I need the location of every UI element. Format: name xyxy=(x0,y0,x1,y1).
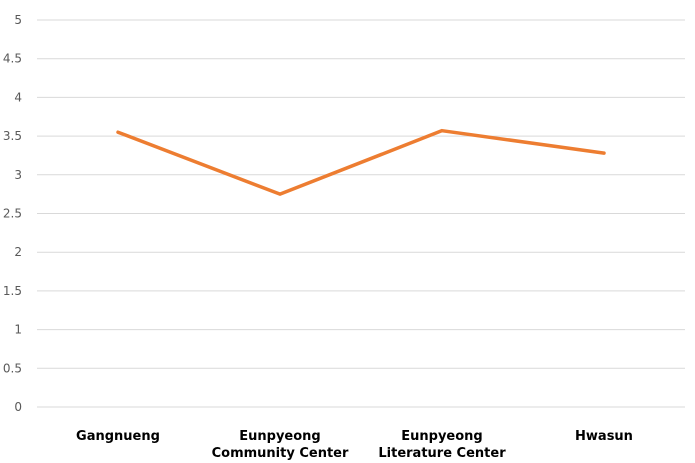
y-tick-label: 5 xyxy=(14,13,22,27)
y-tick-label: 2 xyxy=(14,245,22,259)
x-tick-label: Eunpyeong Literature Center xyxy=(378,429,506,461)
y-tick-label: 0 xyxy=(14,400,22,414)
y-tick-label: 4.5 xyxy=(3,52,22,66)
y-tick-label: 3 xyxy=(14,168,22,182)
y-tick-label: 0.5 xyxy=(3,361,22,375)
y-tick-label: 4 xyxy=(14,90,22,104)
x-tick-label: Hwasun xyxy=(575,429,633,444)
y-tick-label: 1 xyxy=(14,323,22,337)
y-tick-label: 2.5 xyxy=(3,207,22,221)
y-tick-label: 1.5 xyxy=(3,284,22,298)
y-tick-label: 3.5 xyxy=(3,129,22,143)
x-tick-label: Gangnueng xyxy=(76,429,160,444)
x-tick-label: Eunpyeong Community Center xyxy=(212,429,349,461)
data-line xyxy=(116,128,606,196)
